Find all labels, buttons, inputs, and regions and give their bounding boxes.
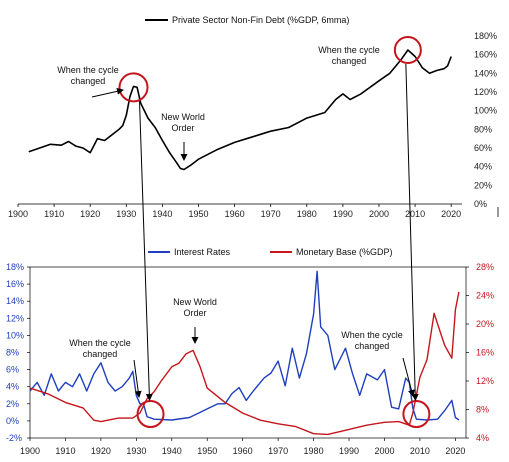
bottom-annotation-cycle-2008: When the cycle (341, 330, 403, 340)
top-annotation-new-world-order: New World (161, 112, 205, 122)
connector-arrow-2008 (405, 63, 419, 402)
top-annotation-cycle-2008: When the cycle (318, 45, 380, 55)
top-annotation-cycle-1930s: When the cycle (57, 65, 119, 75)
bottom-right-tick-label: 12% (476, 376, 494, 386)
monetary-base-line (29, 291, 460, 436)
bottom-right-tick-label: 8% (476, 405, 489, 415)
legend-label-debt: Private Sector Non-Fin Debt (%GDP, 6mma) (172, 15, 349, 25)
bottom-right-tick-label: 28% (476, 262, 494, 272)
bottom-left-tick-label: 8% (6, 348, 19, 358)
bottom-cycle-1930s-pointer (133, 359, 142, 398)
top-x-tick-label: 1940 (152, 209, 172, 219)
top-y-tick-label: 100% (474, 106, 497, 116)
top-y-tick-label: 140% (474, 68, 497, 78)
bottom-x-tick-label: 1970 (268, 446, 288, 456)
top-y-tick-label: 80% (474, 124, 492, 134)
connector-arrow-1930s (139, 101, 153, 402)
legend-label-monetary: Monetary Base (%GDP) (296, 247, 393, 257)
interest-rates-line (29, 270, 460, 421)
top-x-tick-label: 2020 (441, 209, 461, 219)
top-x-tick-label: 2010 (405, 209, 425, 219)
top-x-tick-label: 2000 (369, 209, 389, 219)
top-x-tick-label: 1990 (333, 209, 353, 219)
bottom-annotation-new-world-order: New World (173, 297, 217, 307)
bottom-x-tick-label: 1980 (304, 446, 324, 456)
top-y-tick-label: 40% (474, 162, 492, 172)
bottom-right-tick-label: 20% (476, 319, 494, 329)
bottom-x-tick-label: 1900 (20, 446, 40, 456)
bottom-left-tick-label: 0% (6, 416, 19, 426)
bottom-x-tick-label: 1930 (126, 446, 146, 456)
top-y-tick-label: 0% (474, 199, 487, 209)
bottom-x-tick-label: 1960 (233, 446, 253, 456)
legend-label-rates: Interest Rates (174, 247, 231, 257)
top-annotation-cycle-1930s: changed (71, 76, 106, 86)
bottom-annotation-cycle-1930s: When the cycle (69, 338, 131, 348)
bottom-x-tick-label: 1920 (91, 446, 111, 456)
top-x-tick-label: 1900 (8, 209, 28, 219)
bottom-x-tick-label: 2020 (445, 446, 465, 456)
top-x-tick-label: 1970 (261, 209, 281, 219)
bottom-annotation-new-world-order: Order (183, 308, 206, 318)
top-x-tick-label: 1980 (297, 209, 317, 219)
top-x-tick-label: 1950 (188, 209, 208, 219)
bottom-left-tick-label: 6% (6, 365, 19, 375)
top-y-tick-label: 60% (474, 143, 492, 153)
top-x-tick-label: 1910 (44, 209, 64, 219)
highlight-circle-2008-top (393, 36, 422, 64)
bottom-x-tick-label: 1910 (55, 446, 75, 456)
bottom-x-tick-label: 1950 (197, 446, 217, 456)
bottom-left-tick-label: 12% (6, 313, 24, 323)
bottom-cycle-2008-pointer (402, 357, 415, 397)
top-annotation-new-world-order: Order (171, 123, 194, 133)
top-y-tick-label: 160% (474, 50, 497, 60)
bottom-left-tick-label: 18% (6, 262, 24, 272)
bottom-left-tick-label: 10% (6, 330, 24, 340)
top-y-tick-label: 120% (474, 87, 497, 97)
bottom-right-tick-label: 4% (476, 433, 489, 443)
highlight-circle-1930s-top (118, 72, 149, 103)
bottom-left-tick-label: 16% (6, 279, 24, 289)
top-cycle-1930s-pointer (91, 87, 124, 98)
highlight-circle-1930s-bottom (136, 400, 165, 429)
top-x-tick-label: 1920 (80, 209, 100, 219)
top-y-tick-label: 180% (474, 31, 497, 41)
bottom-left-tick-label: 4% (6, 382, 19, 392)
bottom-annotation-cycle-1930s: changed (83, 349, 118, 359)
bottom-left-tick-label: 2% (6, 399, 19, 409)
top-y-tick-label: 20% (474, 180, 492, 190)
top-x-tick-label: 1930 (116, 209, 136, 219)
bottom-right-tick-label: 24% (476, 291, 494, 301)
bottom-right-tick-label: 16% (476, 348, 494, 358)
top-x-tick-label: 1960 (225, 209, 245, 219)
bottom-left-tick-label: 14% (6, 296, 24, 306)
top-annotation-cycle-2008: changed (332, 56, 367, 66)
highlight-circle-2008-bottom (402, 400, 431, 429)
bottom-left-tick-label: -2% (6, 433, 22, 443)
bottom-x-tick-label: 2000 (374, 446, 394, 456)
bottom-annotation-cycle-2008: changed (355, 341, 390, 351)
bottom-x-tick-label: 2010 (410, 446, 430, 456)
bottom-x-tick-label: 1940 (162, 446, 182, 456)
bottom-x-tick-label: 1990 (339, 446, 359, 456)
